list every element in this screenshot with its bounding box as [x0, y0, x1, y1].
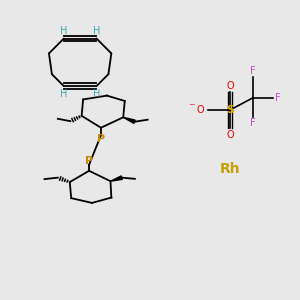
Polygon shape — [110, 176, 122, 181]
Text: S: S — [226, 105, 234, 115]
Text: O: O — [226, 130, 234, 140]
Text: H: H — [93, 88, 100, 98]
Text: Rh: Rh — [220, 162, 241, 176]
Text: H: H — [93, 26, 100, 36]
Text: F: F — [250, 118, 255, 128]
Text: P: P — [85, 156, 93, 166]
Text: P: P — [97, 134, 105, 144]
Text: O: O — [226, 81, 234, 91]
Polygon shape — [123, 117, 135, 123]
Text: O: O — [197, 105, 204, 115]
Text: H: H — [60, 26, 68, 36]
Text: F: F — [250, 66, 255, 76]
Text: ⁻: ⁻ — [188, 101, 195, 114]
Text: H: H — [60, 88, 68, 98]
Text: F: F — [275, 93, 280, 103]
